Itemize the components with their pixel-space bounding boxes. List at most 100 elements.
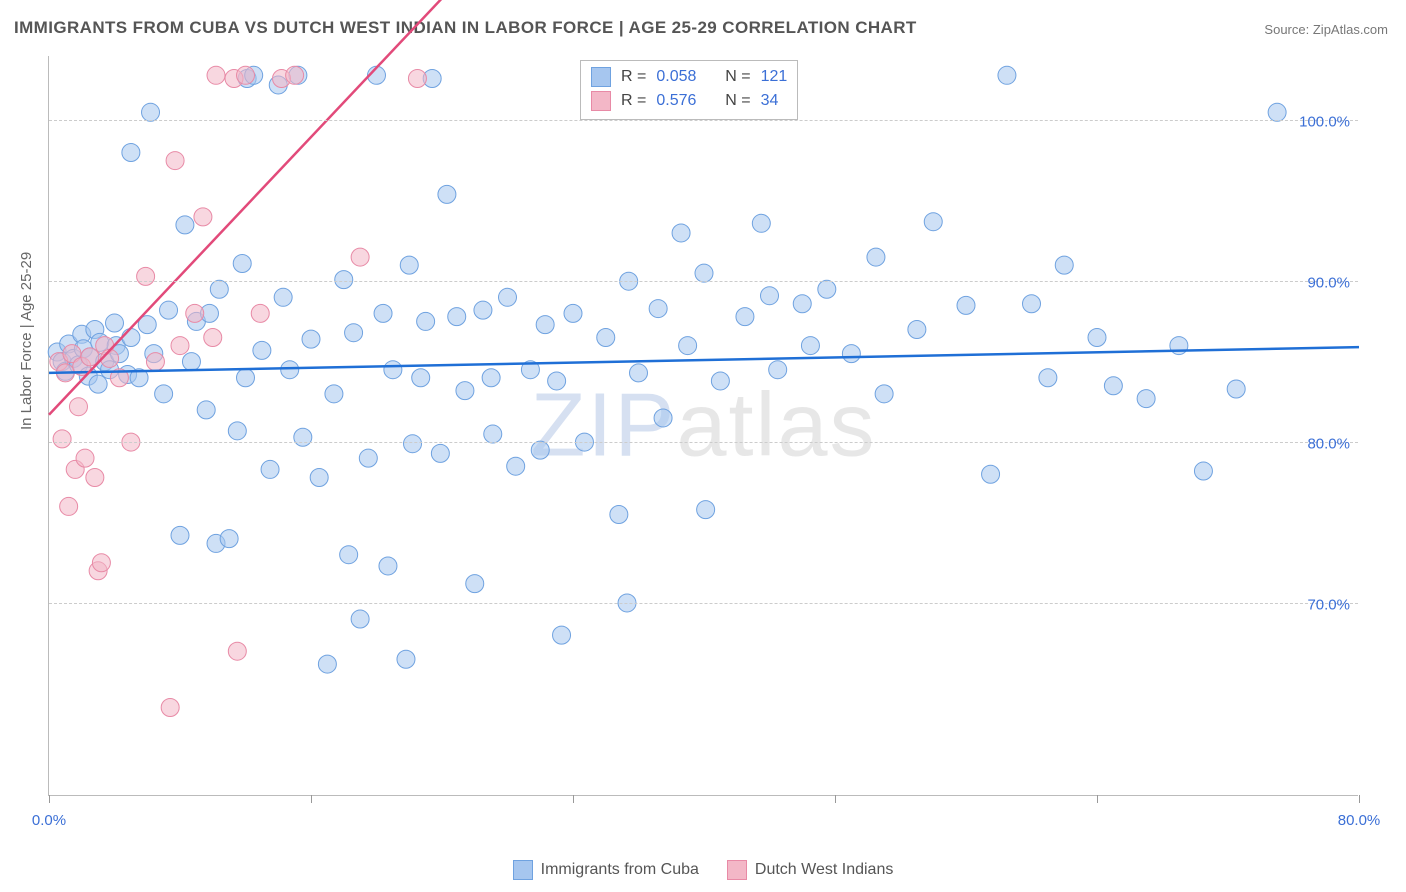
data-point-cuba (672, 224, 690, 242)
data-point-cuba (325, 385, 343, 403)
data-point-cuba (294, 428, 312, 446)
y-tick-label: 80.0% (1307, 436, 1350, 453)
data-point-cuba (482, 369, 500, 387)
data-point-cuba (499, 288, 517, 306)
chart-title: IMMIGRANTS FROM CUBA VS DUTCH WEST INDIA… (14, 18, 917, 38)
data-point-dwi (60, 497, 78, 515)
data-point-cuba (155, 385, 173, 403)
legend-swatch (513, 860, 533, 880)
legend-item: Immigrants from Cuba (513, 860, 699, 880)
data-point-cuba (1055, 256, 1073, 274)
data-point-cuba (1194, 462, 1212, 480)
data-point-dwi (166, 152, 184, 170)
data-point-cuba (122, 329, 140, 347)
data-point-cuba (397, 650, 415, 668)
data-point-cuba (736, 308, 754, 326)
data-point-cuba (253, 341, 271, 359)
data-point-dwi (237, 66, 255, 84)
data-point-cuba (106, 314, 124, 332)
x-tick (311, 795, 312, 803)
data-point-dwi (228, 642, 246, 660)
data-point-cuba (274, 288, 292, 306)
data-point-cuba (548, 372, 566, 390)
data-point-cuba (867, 248, 885, 266)
data-point-cuba (160, 301, 178, 319)
legend-label: Immigrants from Cuba (541, 861, 699, 879)
stats-R-value: 0.058 (656, 68, 696, 86)
data-point-cuba (237, 369, 255, 387)
x-tick (1359, 795, 1360, 803)
data-point-dwi (53, 430, 71, 448)
y-tick-label: 100.0% (1299, 114, 1350, 131)
data-point-cuba (122, 144, 140, 162)
data-point-cuba (875, 385, 893, 403)
data-point-cuba (536, 316, 554, 334)
data-point-cuba (374, 304, 392, 322)
data-point-cuba (379, 557, 397, 575)
plot-svg (49, 56, 1358, 795)
data-point-cuba (507, 457, 525, 475)
stats-R-label: R = (621, 68, 646, 86)
x-tick (49, 795, 50, 803)
data-point-cuba (89, 375, 107, 393)
y-tick-label: 90.0% (1307, 275, 1350, 292)
data-point-cuba (553, 626, 571, 644)
data-point-cuba (1268, 103, 1286, 121)
stats-box: R =0.058 N =121R =0.576 N =34 (580, 60, 798, 120)
data-point-cuba (1137, 390, 1155, 408)
y-axis-title: In Labor Force | Age 25-29 (18, 252, 35, 430)
data-point-dwi (204, 329, 222, 347)
stats-N-label: N = (725, 68, 750, 86)
stats-row: R =0.576 N =34 (591, 89, 787, 113)
data-point-cuba (176, 216, 194, 234)
stats-row: R =0.058 N =121 (591, 65, 787, 89)
data-point-cuba (384, 361, 402, 379)
source-label: Source: (1264, 22, 1309, 37)
stats-N-value: 34 (761, 92, 779, 110)
stats-R-value: 0.576 (656, 92, 696, 110)
y-tick-label: 70.0% (1307, 596, 1350, 613)
x-tick (573, 795, 574, 803)
data-point-cuba (142, 103, 160, 121)
data-point-cuba (448, 308, 466, 326)
data-point-cuba (679, 337, 697, 355)
data-point-cuba (228, 422, 246, 440)
data-point-cuba (957, 296, 975, 314)
data-point-cuba (1088, 329, 1106, 347)
data-point-cuba (1023, 295, 1041, 313)
gridline-h (49, 281, 1358, 282)
source-attribution: Source: ZipAtlas.com (1264, 22, 1388, 37)
data-point-cuba (345, 324, 363, 342)
data-point-cuba (456, 382, 474, 400)
data-point-cuba (438, 185, 456, 203)
data-point-cuba (171, 526, 189, 544)
data-point-cuba (649, 300, 667, 318)
data-point-dwi (207, 66, 225, 84)
x-tick-label: 80.0% (1338, 812, 1381, 829)
data-point-cuba (793, 295, 811, 313)
stats-swatch (591, 91, 611, 111)
data-point-cuba (474, 301, 492, 319)
data-point-cuba (1227, 380, 1245, 398)
data-point-dwi (137, 267, 155, 285)
data-point-cuba (466, 575, 484, 593)
data-point-dwi (69, 398, 87, 416)
data-point-dwi (146, 353, 164, 371)
data-point-cuba (597, 329, 615, 347)
data-point-cuba (318, 655, 336, 673)
data-point-cuba (654, 409, 672, 427)
data-point-dwi (194, 208, 212, 226)
x-tick (1097, 795, 1098, 803)
data-point-dwi (408, 70, 426, 88)
data-point-cuba (335, 271, 353, 289)
legend: Immigrants from CubaDutch West Indians (0, 860, 1406, 880)
data-point-cuba (210, 280, 228, 298)
data-point-cuba (752, 214, 770, 232)
gridline-h (49, 603, 1358, 604)
data-point-cuba (233, 255, 251, 273)
data-point-cuba (351, 610, 369, 628)
data-point-cuba (531, 441, 549, 459)
x-tick (835, 795, 836, 803)
data-point-dwi (351, 248, 369, 266)
trend-line-cuba (49, 347, 1359, 373)
